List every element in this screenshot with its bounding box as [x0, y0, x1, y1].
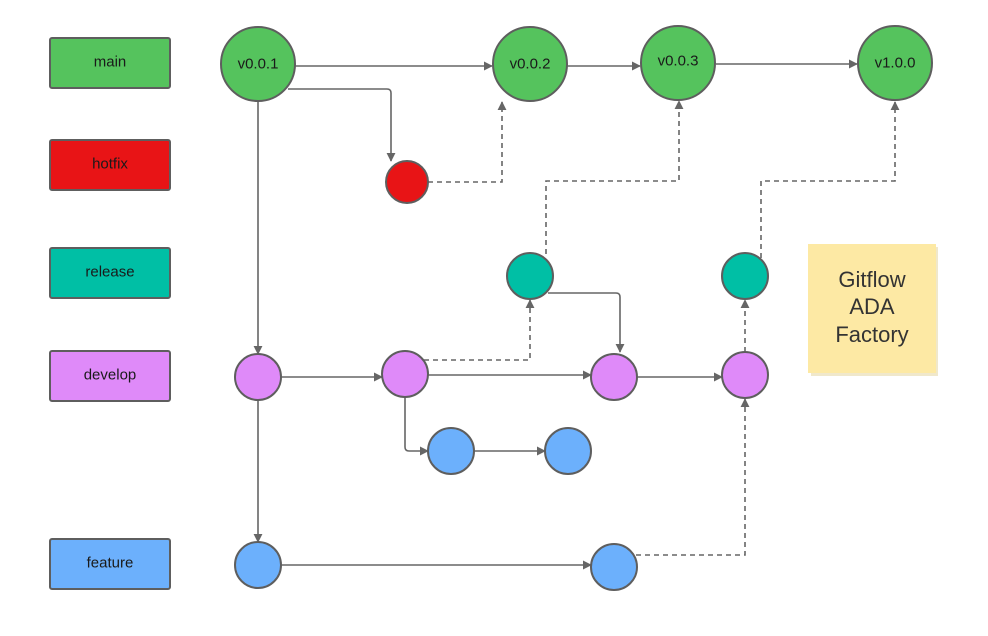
branch-label-release: release: [49, 247, 171, 299]
edge-feature-develop: [636, 398, 750, 556]
edge-release-v003: [545, 100, 684, 254]
note-line: Factory: [835, 322, 908, 347]
edge-main-hotfix: [288, 88, 396, 162]
branch-label-develop: develop: [49, 350, 171, 402]
sticky-note: Gitflow ADA Factory: [808, 244, 938, 376]
branch-label-main: main: [49, 37, 171, 89]
edge-release-develop: [548, 292, 625, 353]
commit-main-v001: v0.0.1: [220, 26, 296, 102]
tag-label: v0.0.2: [510, 56, 551, 73]
commit-main-v002: v0.0.2: [492, 26, 568, 102]
branch-label-text: main: [94, 54, 127, 71]
edge-hotfix-v002: [428, 101, 507, 183]
commit-feature-sub-2: [544, 427, 592, 475]
commit-feature-sub-1: [427, 427, 475, 475]
edge-develop-release-1: [424, 299, 535, 361]
tag-label: v0.0.3: [658, 53, 699, 70]
edge-develop-feature-sub: [404, 397, 429, 456]
edge-release-v100: [760, 101, 900, 258]
commit-hotfix: [385, 160, 429, 204]
branch-label-feature: feature: [49, 538, 171, 590]
branch-label-text: release: [85, 264, 134, 281]
commit-release-1: [506, 252, 554, 300]
commit-develop-4: [721, 351, 769, 399]
tag-label: v1.0.0: [875, 55, 916, 72]
note-line: Gitflow: [838, 267, 905, 292]
branch-label-text: feature: [87, 555, 134, 572]
commit-develop-3: [590, 353, 638, 401]
commit-develop-2: [381, 350, 429, 398]
tag-label: v0.0.1: [238, 56, 279, 73]
commit-feature-1: [234, 541, 282, 589]
commit-develop-1: [234, 353, 282, 401]
branch-label-text: develop: [84, 367, 137, 384]
commit-main-v100: v1.0.0: [857, 25, 933, 101]
note-line: ADA: [849, 294, 895, 319]
branch-label-hotfix: hotfix: [49, 139, 171, 191]
commit-main-v003: v0.0.3: [640, 25, 716, 101]
commit-release-2: [721, 252, 769, 300]
commit-feature-2: [590, 543, 638, 591]
branch-label-text: hotfix: [92, 156, 128, 173]
